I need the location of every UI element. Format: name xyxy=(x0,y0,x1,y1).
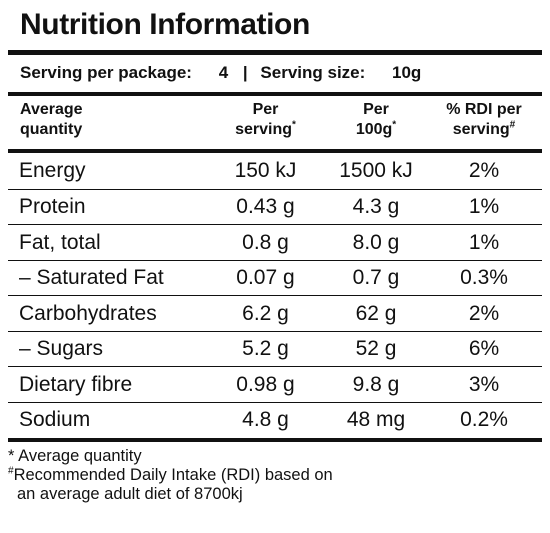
value-per-100g: 52 g xyxy=(355,337,397,360)
value-per-100g: 48 mg xyxy=(346,408,406,431)
header-per-100g-line1: Per xyxy=(363,101,389,118)
footnote-rdi-line1: Recommended Daily Intake (RDI) based on xyxy=(13,466,333,484)
table-row: Dietary fibre 0.98 g 9.8 g 3% xyxy=(8,367,542,403)
header-average-quantity: Average quantity xyxy=(20,100,200,140)
serving-info: Serving per package: 4 | Serving size: 1… xyxy=(20,60,421,86)
table-row: – Sugars 5.2 g 52 g 6% xyxy=(8,331,542,367)
serving-separator: | xyxy=(242,63,248,82)
title-divider xyxy=(8,50,542,55)
header-rdi-mark: # xyxy=(509,119,516,131)
table-row: Energy 150 kJ 1500 kJ 2% xyxy=(8,153,542,189)
nutrient-name: Protein xyxy=(19,195,86,218)
header-per-100g-text: 100g xyxy=(355,121,393,138)
value-rdi: 0.3% xyxy=(460,266,508,289)
header-rdi-text: serving xyxy=(452,121,510,138)
table-row: Protein 0.43 g 4.3 g 1% xyxy=(8,189,542,225)
nutrient-name: Dietary fibre xyxy=(19,372,133,396)
value-rdi: 1% xyxy=(468,195,500,218)
serving-size-label: Serving size: xyxy=(260,63,366,82)
row-divider xyxy=(8,366,542,367)
value-per-serving: 0.43 g xyxy=(236,195,295,218)
value-per-100g: 8.0 g xyxy=(352,230,400,254)
table-bottom-divider xyxy=(8,438,542,442)
header-per-serving-line2: serving* xyxy=(213,120,318,140)
serving-per-package-label: Serving per package: xyxy=(20,63,192,82)
footnote-average-text: Average quantity xyxy=(18,447,142,465)
table-row: – Saturated Fat 0.07 g 0.7 g 0.3% xyxy=(8,260,542,296)
header-rdi-line2: serving# xyxy=(426,120,542,140)
value-per-100g: 4.3 g xyxy=(352,195,400,218)
row-divider xyxy=(8,259,542,261)
value-per-100g: 9.8 g xyxy=(352,372,400,396)
serving-size-value: 10g xyxy=(392,63,422,82)
header-per-serving-line1: Per xyxy=(252,101,279,118)
table-row: Fat, total 0.8 g 8.0 g 1% xyxy=(8,225,542,261)
header-average-line1: Average xyxy=(20,101,83,118)
nutrient-name: Fat, total xyxy=(19,230,101,254)
value-rdi: 3% xyxy=(468,372,500,396)
nutrient-name: Sodium xyxy=(19,408,91,431)
footnote-rdi-continued: an average adult diet of 8700kj xyxy=(17,485,243,503)
value-rdi: 6% xyxy=(468,337,500,360)
footnote-rdi-line2: an average adult diet of 8700kj xyxy=(17,485,243,503)
value-per-100g: 0.7 g xyxy=(352,266,400,289)
footnote-average-mark: * xyxy=(8,447,15,465)
table-row: Carbohydrates 6.2 g 62 g 2% xyxy=(8,296,542,332)
value-rdi: 2% xyxy=(468,159,500,182)
value-per-serving: 6.2 g xyxy=(242,301,289,325)
serving-per-package-value: 4 xyxy=(218,63,229,82)
header-per-serving-mark: * xyxy=(292,119,296,131)
footnote-average: * Average quantity xyxy=(8,447,142,465)
header-divider xyxy=(8,149,542,153)
nutrient-name: Carbohydrates xyxy=(19,301,157,325)
value-per-serving: 0.07 g xyxy=(236,266,295,289)
header-per-100g-line2: 100g* xyxy=(326,120,426,140)
value-per-serving: 4.8 g xyxy=(242,408,289,431)
row-divider xyxy=(8,224,542,225)
nutrient-name: Energy xyxy=(19,159,86,182)
value-per-serving: 150 kJ xyxy=(234,159,297,182)
header-per-serving: Per serving* xyxy=(213,100,318,140)
row-divider xyxy=(8,401,542,403)
footnote-rdi-mark: # xyxy=(8,465,14,477)
nutrient-name: – Saturated Fat xyxy=(19,266,164,289)
value-rdi: 1% xyxy=(468,230,500,254)
row-divider xyxy=(8,188,542,190)
table-row: Sodium 4.8 g 48 mg 0.2% xyxy=(8,402,542,438)
row-divider xyxy=(8,295,542,296)
header-per-100g: Per 100g* xyxy=(326,100,426,140)
value-per-serving: 0.98 g xyxy=(236,372,295,396)
value-per-100g: 1500 kJ xyxy=(339,159,413,182)
value-per-serving: 5.2 g xyxy=(242,337,289,360)
header-per-serving-text: serving xyxy=(235,121,292,138)
value-per-100g: 62 g xyxy=(355,301,397,325)
value-rdi: 2% xyxy=(468,301,500,325)
header-rdi: % RDI per serving# xyxy=(426,100,542,140)
serving-divider xyxy=(8,92,542,96)
nutrient-name: – Sugars xyxy=(19,337,104,360)
value-per-serving: 0.8 g xyxy=(242,230,289,254)
header-average-line2: quantity xyxy=(20,121,83,138)
footnote-rdi: #Recommended Daily Intake (RDI) based on xyxy=(8,466,333,484)
value-rdi: 0.2% xyxy=(460,408,508,431)
header-per-100g-mark: * xyxy=(392,119,397,131)
row-divider xyxy=(8,330,542,332)
header-rdi-line1: % RDI per xyxy=(446,101,522,118)
panel-title: Nutrition Information xyxy=(20,8,310,41)
